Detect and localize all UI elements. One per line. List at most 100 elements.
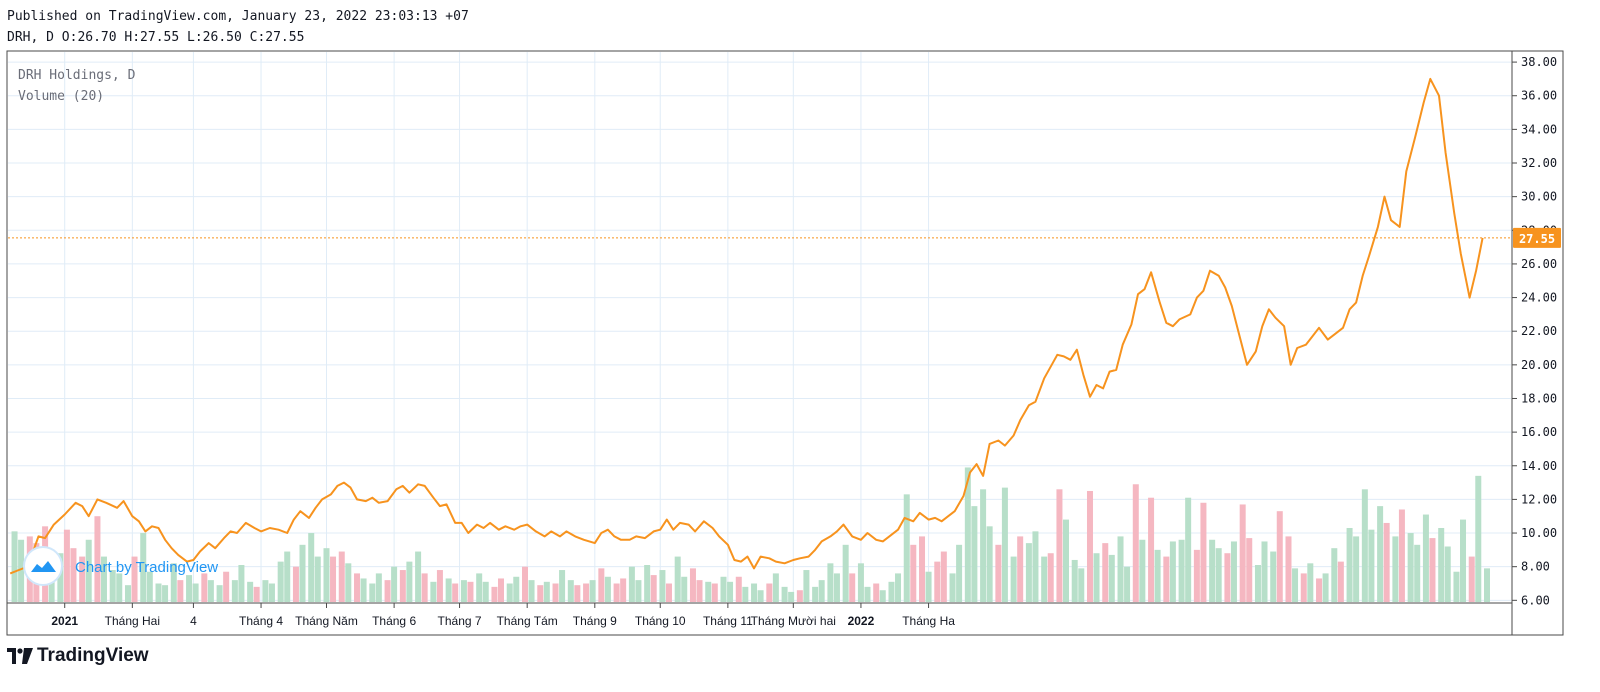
volume-bar (934, 561, 941, 602)
volume-bar (513, 576, 520, 602)
volume-bar (803, 570, 810, 602)
volume-bar (1185, 497, 1192, 602)
y-tick-label: 8.00 (1521, 560, 1550, 574)
volume-bar (1010, 556, 1017, 602)
cloud-icon (31, 561, 56, 572)
volume-bar (100, 556, 107, 602)
volume-bar (1276, 511, 1283, 602)
time-axis[interactable]: 2021 Tháng Hai 4 Tháng 4 Tháng Năm Tháng 6 Thá… (51, 603, 955, 628)
volume-bar (995, 544, 1002, 602)
tv-logo-icon (7, 648, 33, 664)
volume-bar (231, 580, 238, 602)
volume-bar (1337, 561, 1344, 602)
volume-bar (369, 583, 376, 602)
volume-bar (772, 573, 779, 602)
volume-bar (812, 586, 819, 602)
volume-bar (1368, 529, 1375, 602)
volume-bar (1193, 549, 1200, 602)
volume-bar (1484, 568, 1491, 602)
watermark[interactable]: Chart by TradingView (23, 546, 218, 586)
volume-bar (491, 586, 498, 602)
volume-bar (818, 580, 825, 602)
volume-bar (299, 544, 306, 602)
volume-bar (506, 583, 513, 602)
volume-bar (735, 576, 742, 602)
x-tick-label: Tháng 11 (703, 614, 753, 628)
volume-bar (460, 580, 467, 602)
volume-bar (689, 568, 696, 602)
volume-bar (528, 580, 535, 602)
volume-bar (589, 580, 596, 602)
volume-bar (949, 573, 956, 602)
volume-bar (879, 590, 886, 602)
volume-bar (766, 583, 773, 602)
volume-bar (399, 570, 406, 602)
volume-bar (430, 581, 437, 602)
volume-bar (674, 556, 681, 602)
last-price-badge (1513, 227, 1561, 248)
volume-bar (467, 581, 474, 602)
volume-bar (57, 553, 64, 602)
volume-bar (598, 568, 605, 602)
volume-bar (1285, 536, 1292, 602)
y-tick-label: 30.00 (1521, 190, 1557, 204)
volume-bar (1154, 549, 1161, 602)
volume-bar (1071, 559, 1078, 602)
volume-bar (1132, 484, 1139, 602)
x-tick-label: Tháng 4 (239, 614, 283, 628)
volume-bar (1361, 489, 1368, 602)
volume-bar (873, 583, 880, 602)
volume-bar (635, 580, 642, 602)
volume-bar (940, 551, 947, 602)
x-tick-label: 4 (190, 614, 197, 628)
volume-bar (262, 580, 269, 602)
volume-bar (1117, 536, 1124, 602)
volume-bar (711, 583, 718, 602)
volume-bar (1475, 475, 1482, 602)
volume-bar (895, 573, 902, 602)
volume-bar (681, 576, 688, 602)
volume-bar (888, 581, 895, 602)
x-tick-label: Tháng Tám (497, 614, 558, 628)
x-tick-label: 2022 (848, 614, 875, 628)
volume-bar (1438, 527, 1445, 602)
volume-bar (919, 536, 926, 602)
volume-bar (1422, 514, 1429, 602)
volume-bar (284, 551, 291, 602)
volume-bar (63, 529, 70, 602)
volume-bar (1056, 489, 1063, 602)
y-tick-label: 14.00 (1521, 459, 1557, 473)
volume-bar (613, 583, 620, 602)
volume-bar (1148, 497, 1155, 602)
volume-bar (1316, 578, 1323, 602)
x-tick-label: Tháng Mười hai (751, 614, 836, 628)
volume-bar (124, 585, 131, 602)
volume-bar (604, 576, 611, 602)
volume-bar (1407, 533, 1414, 602)
volume-bar (1086, 490, 1093, 602)
volume-bar (391, 566, 398, 602)
volume-bar (1078, 568, 1085, 602)
volume-bar (384, 580, 391, 602)
tradingview-logo[interactable]: TradingView (7, 645, 149, 667)
volume-bar (659, 570, 666, 602)
volume-bars (11, 467, 1491, 602)
price-axis[interactable]: 6.00 8.00 10.00 12.00 14.00 16.00 18.00 20.00 22… (1512, 55, 1557, 607)
volume-bar (757, 590, 764, 602)
volume-bar (1102, 543, 1109, 602)
volume-bar (360, 578, 367, 602)
volume-bar (788, 591, 795, 602)
price-series (9, 77, 1484, 575)
volume-bar (498, 578, 505, 602)
volume-bar (1169, 541, 1176, 602)
x-tick-label: Tháng Ha (902, 614, 955, 628)
tv-logo-text: TradingView (37, 645, 149, 666)
volume-bar (476, 573, 483, 602)
volume-bar (116, 573, 123, 602)
volume-bar (79, 556, 86, 602)
volume-bar (1124, 566, 1131, 602)
volume-bar (1460, 519, 1467, 602)
volume-bar (11, 531, 18, 602)
volume-bar (330, 556, 337, 602)
